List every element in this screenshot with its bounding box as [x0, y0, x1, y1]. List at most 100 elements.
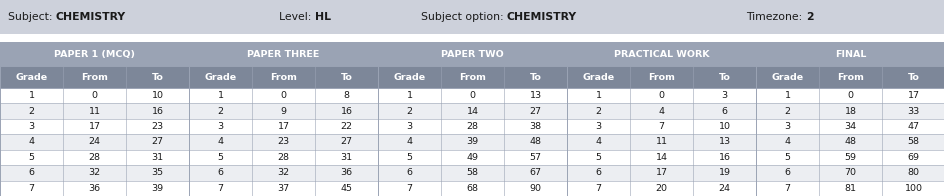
Text: 6: 6: [217, 168, 224, 177]
Text: 27: 27: [151, 138, 163, 146]
Text: 9: 9: [280, 107, 286, 116]
Text: 16: 16: [151, 107, 163, 116]
Text: 6: 6: [595, 168, 601, 177]
Text: 3: 3: [217, 122, 224, 131]
Bar: [441, 66, 503, 88]
Bar: [818, 119, 881, 134]
Text: 1: 1: [406, 91, 413, 100]
Bar: [755, 42, 944, 66]
Text: 48: 48: [529, 138, 541, 146]
Bar: [881, 88, 944, 103]
Bar: [503, 150, 566, 165]
Bar: [378, 66, 441, 88]
Text: From: From: [648, 73, 674, 82]
Bar: [378, 134, 441, 150]
Bar: [692, 103, 755, 119]
Bar: [378, 181, 441, 196]
Bar: [441, 134, 503, 150]
Bar: [252, 103, 314, 119]
Bar: [378, 150, 441, 165]
Text: 45: 45: [340, 184, 352, 193]
Text: 17: 17: [906, 91, 919, 100]
Text: Grade: Grade: [770, 73, 802, 82]
Bar: [0, 119, 63, 134]
Text: 3: 3: [28, 122, 35, 131]
Text: From: From: [270, 73, 296, 82]
Bar: [0, 150, 63, 165]
Bar: [126, 134, 189, 150]
Text: Level:: Level:: [278, 12, 314, 22]
Bar: [0, 42, 944, 196]
Bar: [881, 66, 944, 88]
Bar: [189, 119, 252, 134]
Bar: [252, 119, 314, 134]
Bar: [441, 150, 503, 165]
Text: 68: 68: [466, 184, 478, 193]
Bar: [818, 134, 881, 150]
Text: CHEMISTRY: CHEMISTRY: [56, 12, 126, 22]
Bar: [0, 34, 944, 42]
Text: 58: 58: [466, 168, 478, 177]
Text: 2: 2: [406, 107, 413, 116]
Text: 6: 6: [784, 168, 790, 177]
Bar: [503, 103, 566, 119]
Text: 5: 5: [28, 153, 35, 162]
Bar: [566, 134, 630, 150]
Bar: [441, 165, 503, 181]
Text: Grade: Grade: [15, 73, 47, 82]
Text: 11: 11: [89, 107, 100, 116]
Text: From: From: [459, 73, 485, 82]
Bar: [692, 88, 755, 103]
Text: Grade: Grade: [393, 73, 425, 82]
Text: 2: 2: [28, 107, 35, 116]
Bar: [189, 165, 252, 181]
Text: Grade: Grade: [204, 73, 236, 82]
Bar: [63, 119, 126, 134]
Text: 24: 24: [717, 184, 730, 193]
Text: 69: 69: [906, 153, 919, 162]
Text: 59: 59: [844, 153, 855, 162]
Text: 2: 2: [784, 107, 790, 116]
Bar: [189, 181, 252, 196]
Bar: [818, 88, 881, 103]
Text: 57: 57: [529, 153, 541, 162]
Text: 7: 7: [28, 184, 35, 193]
Bar: [126, 150, 189, 165]
Bar: [252, 88, 314, 103]
Text: 100: 100: [903, 184, 921, 193]
Text: HL: HL: [314, 12, 330, 22]
Bar: [630, 66, 692, 88]
Bar: [503, 66, 566, 88]
Bar: [63, 103, 126, 119]
Text: 31: 31: [340, 153, 352, 162]
Text: 2: 2: [805, 12, 813, 22]
Bar: [818, 103, 881, 119]
Bar: [378, 165, 441, 181]
Text: 5: 5: [217, 153, 224, 162]
Text: 31: 31: [151, 153, 163, 162]
Text: 48: 48: [844, 138, 855, 146]
Text: 38: 38: [529, 122, 541, 131]
Text: To: To: [906, 73, 919, 82]
Bar: [755, 103, 818, 119]
Text: 39: 39: [466, 138, 478, 146]
Bar: [126, 119, 189, 134]
Text: 81: 81: [844, 184, 855, 193]
Bar: [503, 134, 566, 150]
Bar: [818, 165, 881, 181]
Bar: [126, 165, 189, 181]
Text: 13: 13: [529, 91, 541, 100]
Text: 17: 17: [89, 122, 100, 131]
Text: Subject option:: Subject option:: [420, 12, 506, 22]
Text: To: To: [717, 73, 730, 82]
Text: 32: 32: [278, 168, 289, 177]
Text: 5: 5: [406, 153, 413, 162]
Bar: [566, 119, 630, 134]
Bar: [63, 165, 126, 181]
Bar: [189, 66, 252, 88]
Text: 10: 10: [717, 122, 730, 131]
Bar: [692, 181, 755, 196]
Bar: [0, 134, 63, 150]
Bar: [63, 181, 126, 196]
Text: 47: 47: [906, 122, 919, 131]
